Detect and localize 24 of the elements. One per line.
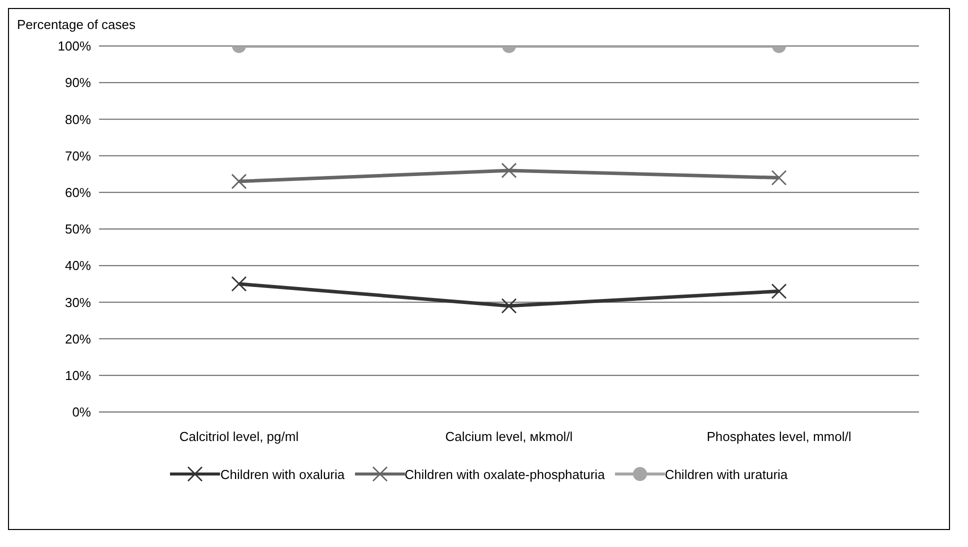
legend-label: Children with oxaluria — [220, 466, 345, 482]
y-tick-label: 90% — [64, 75, 92, 90]
y-tick-label: 80% — [64, 112, 92, 127]
y-tick-label: 50% — [64, 222, 92, 237]
point — [501, 162, 517, 178]
y-axis-title: Percentage of cases — [16, 16, 137, 32]
y-tick-label: 70% — [64, 148, 92, 164]
y-tick-label: 40% — [64, 258, 92, 274]
point — [231, 174, 247, 190]
y-tick-label: 60% — [64, 185, 92, 200]
legend-label: Children with oxalate-phosphaturia — [404, 466, 605, 482]
x-tick-label: Phosphates level, mmol/l — [706, 429, 852, 444]
y-tick-label: 30% — [64, 294, 92, 310]
y-tick-label: 0% — [72, 404, 92, 420]
x-tick-label: Calcitriol level, pg/ml — [179, 429, 299, 444]
y-tick-label: 20% — [64, 331, 92, 346]
y-tick-label: 10% — [64, 368, 92, 384]
point — [771, 170, 787, 186]
legend-label: Children with uraturia — [664, 466, 788, 482]
y-tick-label: 100% — [58, 38, 92, 54]
point — [771, 283, 787, 299]
point — [231, 276, 247, 292]
x-tick-label: Calcium level, мkmol/l — [445, 429, 573, 444]
point — [501, 298, 517, 314]
